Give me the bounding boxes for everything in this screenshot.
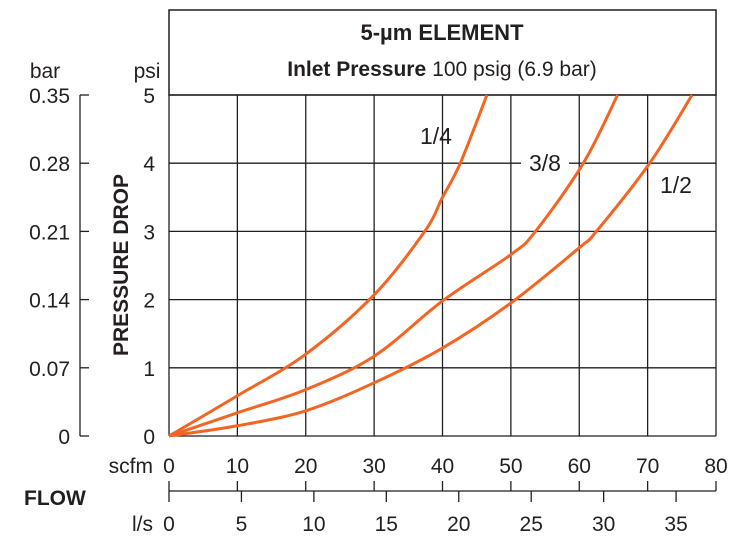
series-label: 1/4 <box>420 123 452 149</box>
x-tick-label: 70 <box>636 455 659 478</box>
chart-title: 5-µm ELEMENT <box>360 20 524 45</box>
x-tick-label-ls: 35 <box>664 513 687 536</box>
x-tick-label-ls: 30 <box>592 513 615 536</box>
y-tick-label-psi: 0 <box>143 426 155 449</box>
x-tick-label: 10 <box>226 455 249 478</box>
curve-1-4 <box>168 94 489 438</box>
title-box <box>168 9 717 96</box>
x-tick-label: 30 <box>362 455 385 478</box>
y-tick-label-bar: 0.28 <box>29 153 70 176</box>
y-tick-label-bar: 0.35 <box>29 85 70 108</box>
y-tick-label-psi: 4 <box>143 153 155 176</box>
y-unit-psi: psi <box>134 60 161 83</box>
x-tick-label-ls: 15 <box>375 513 398 536</box>
x-tick-label: 50 <box>499 455 522 478</box>
x-tick-label: 80 <box>704 455 727 478</box>
label-background <box>521 151 569 175</box>
series-label: 1/2 <box>660 172 692 198</box>
x-unit-ls: l/s <box>132 513 153 536</box>
x-axis-label: FLOW <box>24 487 86 510</box>
x-tick-label-ls: 0 <box>163 513 175 536</box>
x-tick-label: 20 <box>294 455 317 478</box>
curves: 1/4 3/8 1/2 <box>168 94 694 438</box>
grid <box>168 94 717 437</box>
y-axis-label: PRESSURE DROP <box>110 174 133 356</box>
x-tick-label: 0 <box>163 455 175 478</box>
y-unit-bar: bar <box>30 60 60 83</box>
x-tick-label-ls: 10 <box>302 513 325 536</box>
chart-subtitle: Inlet Pressure 100 psig (6.9 bar) <box>287 58 597 81</box>
x-tick-label-ls: 5 <box>236 513 248 536</box>
y-tick-label-psi: 1 <box>143 358 155 381</box>
y-tick-label-psi: 2 <box>143 290 155 313</box>
curve-3-8 <box>168 94 619 438</box>
y-tick-label-bar: 0 <box>58 426 70 449</box>
y-tick-label-psi: 3 <box>143 221 155 244</box>
x-unit-scfm: scfm <box>109 455 153 478</box>
subtitle-rest: 100 psig (6.9 bar) <box>432 58 597 81</box>
axes: 0 10 20 30 40 50 60 70 800010.0720.1430.2140.285… <box>29 85 728 536</box>
curve-1-2 <box>168 94 694 438</box>
series-label: 3/8 <box>529 150 561 176</box>
x-tick-label-ls: 25 <box>520 513 543 536</box>
y-tick-label-bar: 0.07 <box>29 358 70 381</box>
x-tick-label-ls: 20 <box>447 513 470 536</box>
y-tick-label-bar: 0.21 <box>29 221 70 244</box>
subtitle-bold: Inlet Pressure <box>287 58 426 81</box>
y-tick-label-bar: 0.14 <box>29 290 70 313</box>
y-tick-label-psi: 5 <box>143 85 155 108</box>
x-tick-label: 40 <box>431 455 454 478</box>
x-tick-label: 60 <box>568 455 591 478</box>
